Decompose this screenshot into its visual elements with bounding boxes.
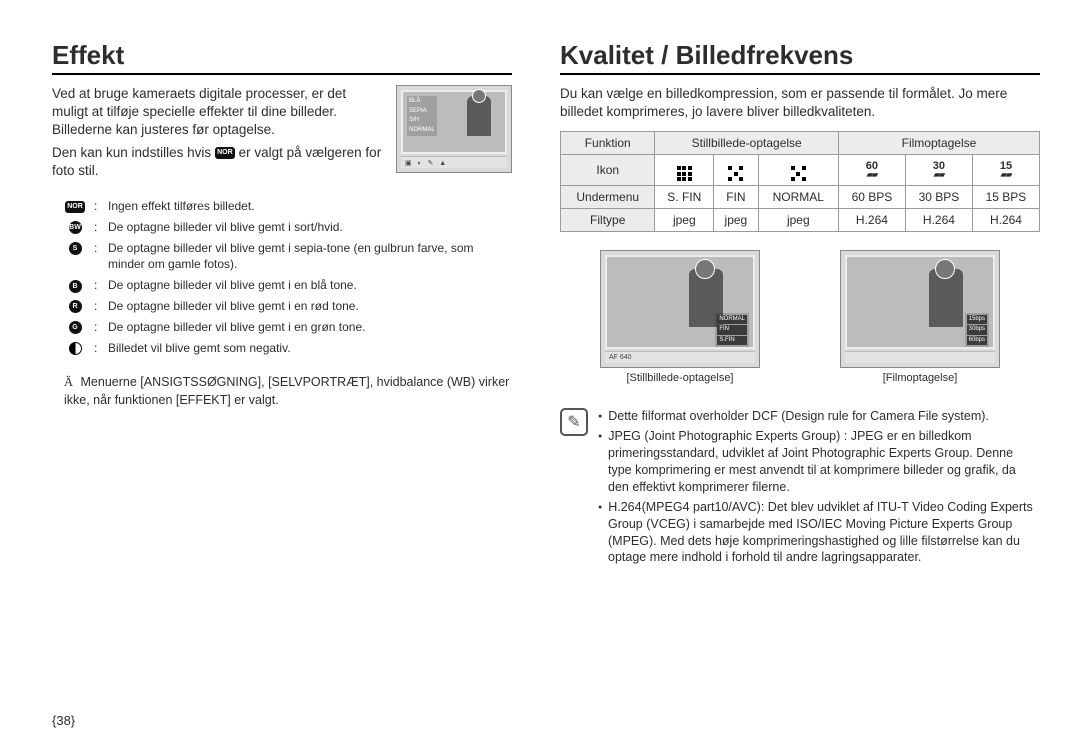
preview-menu: BLÅ SEPIA S/H NORMAL (407, 96, 437, 136)
rowhead-ikon: Ikon (561, 155, 655, 186)
left-intro-2: Den kan kun indstilles hvis NOR er valgt… (52, 144, 384, 180)
icon-30: 30▰▰ (905, 155, 972, 186)
quality-table: Funktion Stillbillede-optagelse Filmopta… (560, 131, 1040, 232)
thumb-film-menu: 15bps 30bps 60bps (965, 313, 989, 348)
left-column: Effekt Ved at bruge kameraets digitale p… (52, 40, 512, 569)
footnote-text: Menuerne [ANSIGTSSØGNING], [SELVPORTRÆT]… (64, 375, 509, 407)
info-list: Dette filformat overholder DCF (Design r… (598, 408, 1040, 569)
right-column: Kvalitet / Billedfrekvens Du kan vælge e… (560, 40, 1040, 569)
effect-item: BW:De optagne billeder vil blive gemt i … (64, 219, 512, 236)
left-intro-2a: Den kan kun indstilles hvis (52, 145, 215, 160)
thumb-film: 15bps 30bps 60bps (840, 250, 1000, 368)
thumb-film-wrap: 15bps 30bps 60bps [Filmoptagelse] (840, 250, 1000, 384)
left-footnote: Ä Menuerne [ANSIGTSSØGNING], [SELVPORTRÆ… (64, 374, 512, 409)
thumb-still-caption: [Stillbillede-optagelse] (600, 372, 760, 384)
table-row: Filtype jpeg jpeg jpeg H.264 H.264 H.264 (561, 209, 1040, 232)
left-intro-1: Ved at bruge kameraets digitale processe… (52, 85, 384, 140)
icon-normal (758, 155, 838, 186)
left-title: Effekt (52, 40, 512, 75)
icon-15: 15▰▰ (972, 155, 1039, 186)
effect-preview-thumb: BLÅ SEPIA S/H NORMAL ▣ ◐ ✎ ▲ (396, 85, 512, 173)
left-intro-wrap: Ved at bruge kameraets digitale processe… (52, 85, 512, 184)
effect-item: :Billedet vil blive gemt som negativ. (64, 340, 512, 357)
info-item: H.264(MPEG4 part10/AVC): Det blev udvikl… (598, 499, 1040, 567)
effect-item: NOR:Ingen effekt tilføres billedet. (64, 198, 512, 215)
table-row: Funktion Stillbillede-optagelse Filmopta… (561, 132, 1040, 155)
icon-60: 60▰▰ (838, 155, 905, 186)
rowhead-undermenu: Undermenu (561, 186, 655, 209)
thumb-film-caption: [Filmoptagelse] (840, 372, 1000, 384)
page-columns: Effekt Ved at bruge kameraets digitale p… (52, 40, 1040, 569)
icon-sfin (655, 155, 714, 186)
rowhead-funktion: Funktion (561, 132, 655, 155)
effect-list: NOR:Ingen effekt tilføres billedet. BW:D… (64, 198, 512, 356)
thumb-row: NORMAL FIN S.FIN AF 640 [Stillbillede-op… (560, 250, 1040, 384)
page-number: {38} (52, 713, 75, 728)
footnote-marker: Ä (64, 375, 73, 389)
rowhead-filtype: Filtype (561, 209, 655, 232)
info-icon: ✎ (560, 408, 588, 436)
grouphead-still: Stillbillede-optagelse (655, 132, 838, 155)
left-intro-text: Ved at bruge kameraets digitale processe… (52, 85, 384, 184)
table-row: Ikon 60▰▰ 30▰▰ 15▰▰ (561, 155, 1040, 186)
right-title: Kvalitet / Billedfrekvens (560, 40, 1040, 75)
icon-fin (714, 155, 759, 186)
info-item: Dette filformat overholder DCF (Design r… (598, 408, 1040, 425)
thumb-still-wrap: NORMAL FIN S.FIN AF 640 [Stillbillede-op… (600, 250, 760, 384)
info-item: JPEG (Joint Photographic Experts Group) … (598, 428, 1040, 496)
thumb-still-menu: NORMAL FIN S.FIN (715, 313, 749, 348)
thumb-still: NORMAL FIN S.FIN AF 640 (600, 250, 760, 368)
nor-icon: NOR (215, 147, 235, 159)
right-intro: Du kan vælge en billedkompression, som e… (560, 85, 1040, 121)
effect-item: R:De optagne billeder vil blive gemt i e… (64, 298, 512, 315)
grouphead-film: Filmoptagelse (838, 132, 1039, 155)
effect-item: G:De optagne billeder vil blive gemt i e… (64, 319, 512, 336)
effect-item: B:De optagne billeder vil blive gemt i e… (64, 277, 512, 294)
table-row: Undermenu S. FIN FIN NORMAL 60 BPS 30 BP… (561, 186, 1040, 209)
effect-item: S:De optagne billeder vil blive gemt i s… (64, 240, 512, 274)
info-row: ✎ Dette filformat overholder DCF (Design… (560, 408, 1040, 569)
